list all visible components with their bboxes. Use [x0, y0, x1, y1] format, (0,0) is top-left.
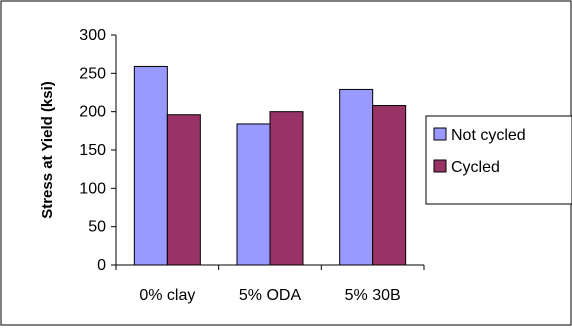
bar-not-cycled: [339, 88, 374, 266]
y-tick-label: 150: [79, 142, 106, 159]
bar-not-cycled: [133, 65, 168, 266]
y-tick-label: 100: [79, 180, 106, 197]
x-axis-ticks: 0% clay 5% ODA 5% 30B: [115, 265, 425, 304]
x-tick-label: 5% 30B: [345, 287, 401, 304]
y-axis-ticks: 0 50 100 150 200 250 300: [79, 27, 116, 274]
legend-swatch: [433, 159, 447, 173]
y-tick-label: 0: [97, 257, 106, 274]
y-tick-label: 200: [79, 104, 106, 121]
bar-cycled: [372, 105, 407, 266]
bar-not-cycled: [236, 123, 271, 266]
bar-cycled: [269, 111, 304, 266]
y-tick-label: 50: [88, 219, 106, 236]
legend: Not cycled Cycled: [425, 115, 572, 205]
y-tick-label: 250: [79, 65, 106, 82]
y-axis-title: Stress at Yield (ksi): [39, 81, 56, 219]
x-tick-label: 5% ODA: [239, 287, 302, 304]
legend-box: [425, 115, 572, 205]
y-tick-label: 300: [79, 27, 106, 44]
x-tick-label: 0% clay: [139, 287, 195, 304]
legend-swatch: [433, 127, 447, 141]
legend-label: Cycled: [451, 159, 500, 176]
axes: [115, 35, 424, 266]
legend-label: Not cycled: [451, 127, 526, 144]
bar-cycled: [166, 114, 201, 266]
